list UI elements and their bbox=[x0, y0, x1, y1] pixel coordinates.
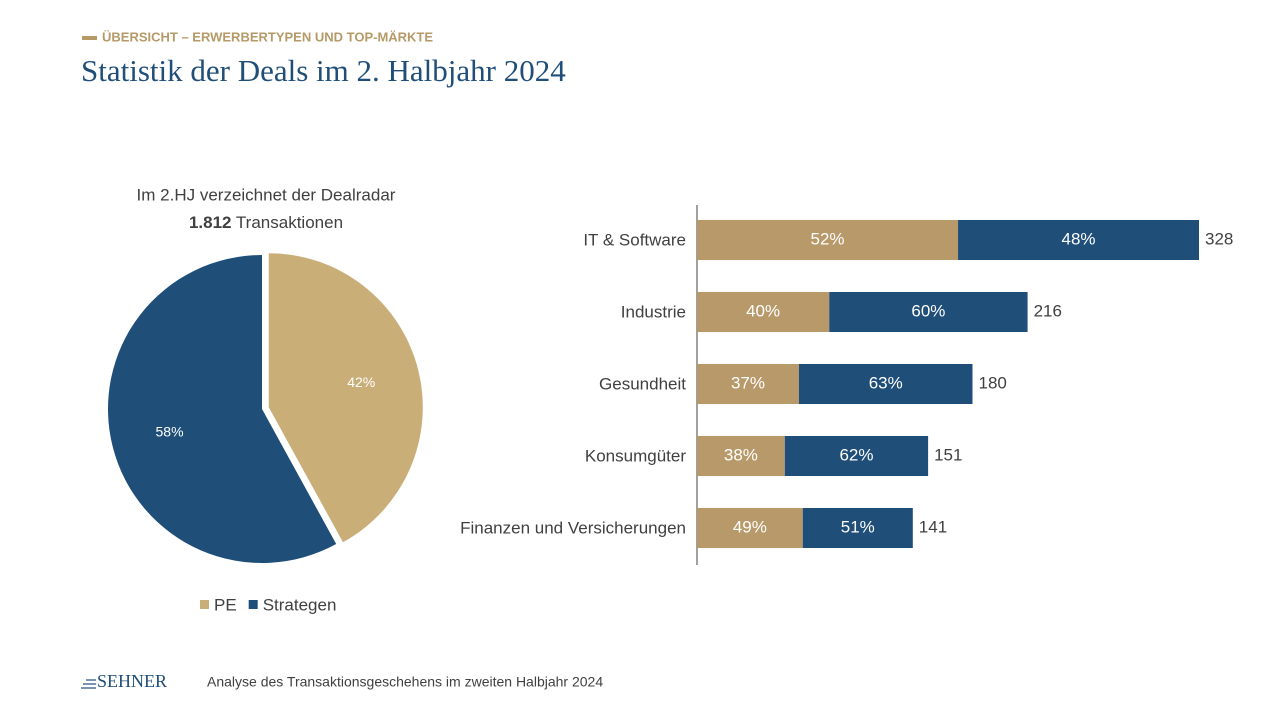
category-label: Gesundheit bbox=[599, 374, 686, 393]
total-label: 151 bbox=[934, 445, 962, 464]
logo: SEHNER bbox=[97, 671, 167, 691]
pie-label: 58% bbox=[156, 423, 184, 439]
total-label: 180 bbox=[978, 373, 1006, 392]
segment-label: 40% bbox=[746, 301, 780, 320]
slide-title: Statistik der Deals im 2. Halbjahr 2024 bbox=[81, 53, 566, 88]
total-label: 328 bbox=[1205, 229, 1233, 248]
segment-label: 52% bbox=[811, 229, 845, 248]
category-label: Industrie bbox=[621, 302, 686, 321]
segment-label: 60% bbox=[911, 301, 945, 320]
category-label: Konsumgüter bbox=[585, 446, 686, 465]
segment-label: 37% bbox=[731, 373, 765, 392]
kicker-bar bbox=[82, 36, 97, 40]
bar-segment bbox=[697, 292, 830, 332]
bar-segment bbox=[697, 364, 799, 404]
segment-label: 38% bbox=[724, 445, 758, 464]
pie-subtitle-value: 1.812 bbox=[189, 213, 232, 232]
pie-subtitle: 1.812 Transaktionen bbox=[189, 213, 343, 232]
bar-segment bbox=[697, 436, 785, 476]
bar-segment bbox=[697, 508, 803, 548]
legend-label: Strategen bbox=[263, 595, 337, 614]
pie-subtitle-text: Transaktionen bbox=[236, 213, 343, 232]
category-label: IT & Software bbox=[583, 230, 686, 249]
legend-label: PE bbox=[214, 595, 237, 614]
kicker: ÜBERSICHT – ERWERBERTYPEN UND TOP-MÄRKTE bbox=[102, 29, 433, 44]
logo-icon bbox=[81, 679, 96, 689]
total-label: 216 bbox=[1034, 301, 1062, 320]
segment-label: 51% bbox=[841, 517, 875, 536]
segment-label: 49% bbox=[733, 517, 767, 536]
category-label: Finanzen und Versicherungen bbox=[460, 518, 686, 537]
legend-swatch bbox=[248, 600, 258, 609]
bar-segment bbox=[784, 436, 929, 476]
segment-label: 48% bbox=[1062, 229, 1096, 248]
bar-segment bbox=[798, 364, 973, 404]
total-label: 141 bbox=[919, 517, 947, 536]
pie-slice bbox=[268, 253, 423, 543]
pie-slice bbox=[107, 255, 337, 563]
pie-title: Im 2.HJ verzeichnet der Dealradar bbox=[137, 185, 396, 204]
segment-label: 63% bbox=[869, 373, 903, 392]
footer-text: Analyse des Transaktionsgeschehens im zw… bbox=[207, 674, 603, 690]
bar-segment bbox=[802, 508, 913, 548]
bar-segment bbox=[697, 220, 959, 260]
bar-segment bbox=[829, 292, 1028, 332]
segment-label: 62% bbox=[839, 445, 873, 464]
legend-swatch bbox=[200, 600, 209, 609]
pie-label: 42% bbox=[347, 374, 375, 390]
bar-segment bbox=[958, 220, 1199, 260]
